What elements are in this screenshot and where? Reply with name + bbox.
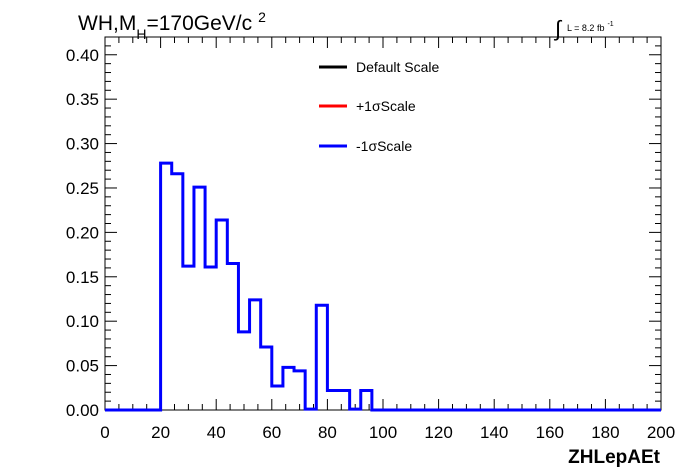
y-tick-label: 0.25 [66, 179, 99, 198]
y-tick-label: 0.35 [66, 90, 99, 109]
x-tick-label: 140 [480, 423, 508, 442]
plot-frame [104, 36, 662, 411]
x-tick-label: 40 [207, 423, 226, 442]
title-subscript: H [136, 26, 146, 42]
y-axis: 0.00 0.05 0.10 0.15 0.20 0.25 0.30 0.35 0.40 [66, 45, 661, 420]
lumi-text: L = 8.2 fb [567, 23, 604, 33]
x-tick-label: 200 [647, 423, 675, 442]
title-rest: =170GeV/c [146, 12, 252, 35]
y-tick-label: 0.00 [66, 401, 99, 420]
title-main: WH,M [78, 12, 136, 35]
legend-label-default: Default Scale [356, 59, 439, 75]
x-tick-label: 100 [369, 423, 397, 442]
y-tick-label: 0.30 [66, 135, 99, 154]
lumi-superscript: -1 [607, 21, 613, 28]
x-tick-label: 180 [591, 423, 619, 442]
lumi-label: L = 8.2 fb -1 [567, 21, 614, 33]
legend-label-plus1sigma: +1σScale [356, 98, 416, 114]
x-axis: 0 20 40 60 80 100 120 140 160 180 200 [100, 37, 675, 442]
title-superscript: 2 [258, 9, 266, 25]
y-tick-label: 0.15 [66, 268, 99, 287]
histogram-series-line [105, 161, 661, 412]
x-axis-title: ZHLepAEt [568, 447, 661, 468]
x-tick-label: 20 [151, 423, 170, 442]
y-tick-label: 0.40 [66, 46, 99, 65]
x-tick-label: 160 [536, 423, 564, 442]
lumi-integral: ∫ [553, 16, 563, 41]
legend-label-minus1sigma: -1σScale [356, 138, 412, 154]
y-tick-label: 0.05 [66, 357, 99, 376]
x-tick-label: 0 [100, 423, 109, 442]
y-tick-label: 0.10 [66, 312, 99, 331]
legend: Default Scale +1σScale -1σScale [319, 59, 439, 154]
y-tick-label: 0.20 [66, 223, 99, 242]
x-tick-label: 80 [318, 423, 337, 442]
chart-title: WH,MH=170GeV/c 2 [78, 9, 266, 42]
series-group [105, 161, 661, 412]
x-tick-label: 60 [262, 423, 281, 442]
x-tick-label: 120 [424, 423, 452, 442]
